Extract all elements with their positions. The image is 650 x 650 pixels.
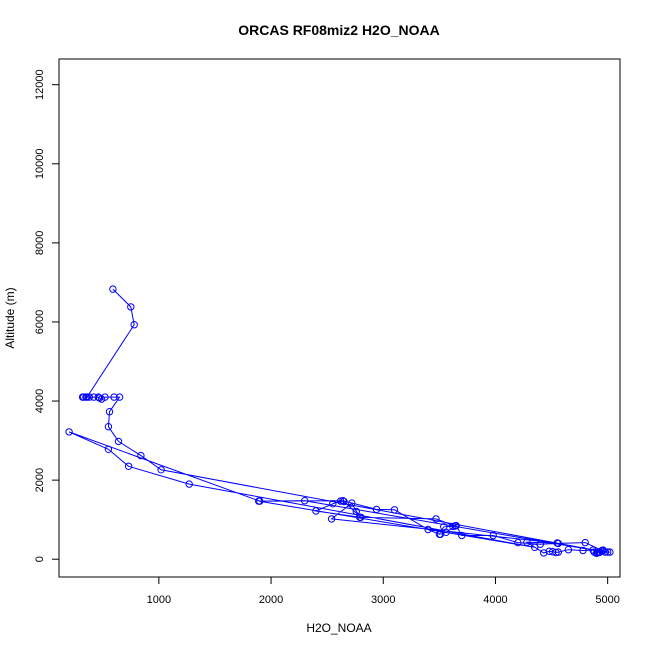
data-point <box>82 393 90 401</box>
data-point <box>581 538 589 547</box>
data-point <box>255 497 263 505</box>
data-point <box>531 543 539 551</box>
data-point <box>101 393 109 401</box>
data-point <box>451 522 459 530</box>
y-tick-label: 12000 <box>34 69 46 100</box>
data-point <box>312 507 320 515</box>
y-tick-label: 0 <box>34 556 46 562</box>
data-point <box>514 538 522 547</box>
series-layer <box>65 285 614 557</box>
data-point <box>104 423 113 431</box>
data-point <box>110 393 118 401</box>
series-line <box>68 288 610 554</box>
data-point <box>109 285 117 293</box>
data-point <box>390 506 399 514</box>
data-point <box>458 531 466 540</box>
data-point <box>105 408 114 416</box>
x-tick-label: 1000 <box>147 594 171 606</box>
data-point <box>124 462 133 470</box>
data-point <box>599 546 607 554</box>
y-tick-label: 8000 <box>34 231 46 255</box>
data-point <box>130 321 138 329</box>
data-point <box>185 480 193 488</box>
plot-frame <box>58 58 621 578</box>
data-point <box>372 505 381 514</box>
data-point <box>157 466 165 474</box>
y-tick-label: 4000 <box>34 389 46 413</box>
data-point <box>348 499 356 507</box>
x-axis-label: H2O_NOAA <box>306 621 371 635</box>
data-point <box>553 539 561 547</box>
y-tick-label: 6000 <box>34 310 46 334</box>
data-point <box>90 393 98 401</box>
data-point <box>114 437 123 446</box>
data-point <box>336 497 345 505</box>
x-tick-label: 4000 <box>483 594 507 606</box>
data-point <box>104 445 113 453</box>
y-axis-label: Altitude (m) <box>3 287 17 348</box>
data-point <box>552 548 560 557</box>
y-tick-label: 2000 <box>34 468 46 492</box>
data-point <box>604 548 612 556</box>
x-tick-label: 2000 <box>259 594 283 606</box>
x-axis: 1000 2000 3000 4000 5000 <box>147 577 620 606</box>
data-point <box>589 546 597 554</box>
y-axis: 0 2000 4000 6000 8000 10000 12000 <box>34 69 59 562</box>
data-point <box>115 393 124 401</box>
data-point <box>523 538 531 546</box>
data-point <box>540 549 548 557</box>
data-point <box>65 428 73 436</box>
data-point <box>329 500 337 508</box>
data-point <box>424 525 432 534</box>
data-point <box>340 497 348 506</box>
data-point <box>127 303 135 311</box>
data-point <box>564 546 573 554</box>
data-point <box>301 497 309 505</box>
data-point <box>549 548 557 556</box>
data-point <box>327 515 336 523</box>
chart-title: ORCAS RF08miz2 H2O_NOAA <box>238 22 440 38</box>
data-point <box>579 546 587 555</box>
data-point <box>598 547 606 555</box>
data-point <box>80 393 88 401</box>
data-point <box>606 548 614 556</box>
data-point <box>137 451 145 460</box>
data-point <box>536 540 544 548</box>
y-tick-label: 10000 <box>34 148 46 179</box>
data-point <box>356 513 364 521</box>
x-tick-label: 5000 <box>595 594 619 606</box>
data-point <box>352 507 360 516</box>
data-point <box>432 515 440 523</box>
data-point <box>85 393 94 401</box>
x-tick-label: 3000 <box>371 594 395 606</box>
data-point <box>436 530 445 538</box>
data-point <box>489 531 497 540</box>
